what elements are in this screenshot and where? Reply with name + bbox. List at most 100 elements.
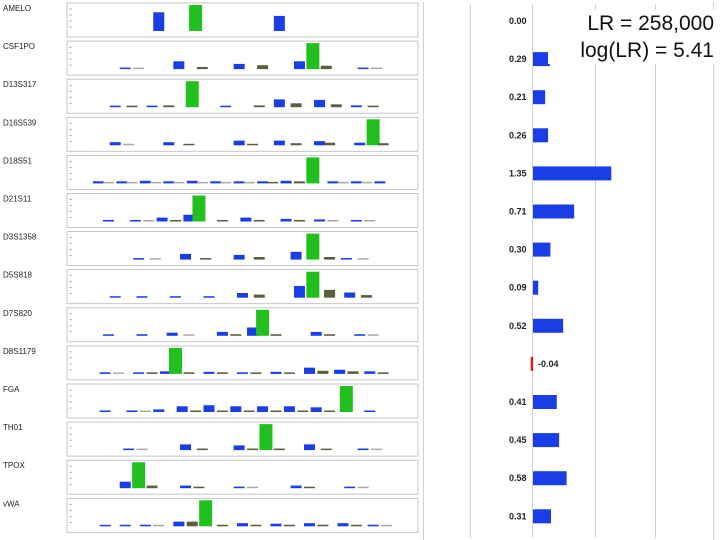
allele-bar-blue <box>273 15 285 31</box>
allele-bar-olive <box>317 370 329 374</box>
log-lr-bar <box>533 242 551 257</box>
allele-bar-gray <box>327 220 339 222</box>
allele-bar-olive <box>270 334 282 336</box>
allele-bar-blue <box>99 524 111 527</box>
allele-bar-gray <box>153 524 165 527</box>
locus-label: D7S820 <box>3 309 32 318</box>
allele-bar-olive <box>230 334 242 336</box>
allele-bar-green <box>199 500 213 527</box>
allele-bar-gray <box>337 181 349 184</box>
allele-bar-olive <box>163 105 175 108</box>
allele-bar-olive <box>360 295 372 298</box>
locus-panel-frame <box>66 269 419 305</box>
allele-bar-blue <box>163 142 175 146</box>
allele-bar-gray <box>139 410 151 412</box>
allele-bar-olive <box>216 410 228 412</box>
allele-bar-gray <box>367 334 379 336</box>
locus-panel-frame <box>66 193 419 228</box>
allele-bar-gray <box>183 334 195 336</box>
allele-bar-blue <box>173 521 185 527</box>
allele-bar-blue <box>233 445 245 451</box>
log-lr-bar <box>530 356 534 371</box>
locus-panel-frame <box>66 345 419 381</box>
allele-bar-blue <box>327 181 339 184</box>
allele-bar-blue <box>237 293 248 298</box>
allele-bar-blue <box>103 334 114 336</box>
lr-value-label: 0.26 <box>509 130 527 140</box>
allele-bar-olive <box>183 143 195 146</box>
log-lr-bar <box>533 90 546 105</box>
locus-panel-frame <box>66 497 419 533</box>
allele-bar-blue <box>203 405 215 412</box>
allele-bar-olive <box>350 524 362 527</box>
allele-bar-blue <box>280 218 292 222</box>
locus-panel-frame <box>66 459 419 495</box>
allele-bar-blue <box>233 486 245 489</box>
allele-bar-green <box>189 5 203 31</box>
allele-bar-blue <box>119 67 131 70</box>
allele-bar-blue <box>304 444 315 451</box>
log-lr-bar <box>533 509 551 524</box>
allele-bar-blue <box>304 523 315 527</box>
lr-value-label: -0.04 <box>538 359 559 369</box>
allele-bar-olive <box>170 219 181 222</box>
lr-value-label: 0.09 <box>509 283 527 293</box>
lr-value-label: 0.00 <box>509 16 527 26</box>
allele-bar-blue <box>304 367 315 374</box>
allele-bar-olive <box>247 143 259 146</box>
locus-label: TPOX <box>3 461 25 470</box>
allele-bar-olive <box>146 485 158 489</box>
locus-panel-frame <box>66 116 419 152</box>
allele-bar-blue <box>280 180 292 184</box>
allele-bar-gray <box>357 486 369 489</box>
allele-bar-gray <box>149 258 161 260</box>
allele-bar-blue <box>146 105 158 108</box>
allele-bar-blue <box>119 524 131 527</box>
allele-bar-blue <box>364 410 376 412</box>
allele-bar-blue <box>186 180 198 184</box>
allele-bar-green <box>192 195 206 222</box>
log-lr-bar <box>533 471 567 486</box>
allele-bar-blue <box>293 286 305 298</box>
allele-bar-blue <box>337 523 349 527</box>
allele-bar-blue <box>237 523 248 527</box>
allele-bar-blue <box>350 219 362 222</box>
allele-bar-blue <box>257 181 269 184</box>
lr-value-label: 0.29 <box>509 54 527 64</box>
allele-bar-blue <box>133 372 145 374</box>
allele-bar-blue <box>176 406 188 412</box>
allele-bar-blue <box>350 181 362 184</box>
log-lr-bar <box>533 204 575 219</box>
lr-value-label: 1.35 <box>509 168 527 178</box>
allele-bar-blue <box>354 334 366 336</box>
allele-bar-blue <box>273 140 285 146</box>
allele-bar-blue <box>119 481 131 489</box>
allele-bar-gray <box>113 372 125 374</box>
allele-bar-olive <box>347 371 359 374</box>
allele-bar-olive <box>126 105 138 108</box>
allele-bar-gray <box>243 181 255 184</box>
allele-bar-blue <box>126 410 138 412</box>
allele-bar-olive <box>290 143 302 146</box>
allele-bar-blue <box>166 332 178 336</box>
allele-bar-blue <box>270 371 282 374</box>
allele-bar-blue <box>203 371 215 374</box>
allele-bar-olive <box>190 410 202 412</box>
allele-bar-blue <box>233 63 245 70</box>
lr-value-label: 0.58 <box>509 473 527 483</box>
allele-bar-blue <box>344 486 356 489</box>
allele-bar-olive <box>250 372 262 374</box>
allele-bar-blue <box>233 254 245 260</box>
allele-bar-green <box>256 309 270 336</box>
allele-bar-olive <box>324 410 336 412</box>
allele-bar-blue <box>216 331 228 336</box>
allele-bar-olive <box>200 258 212 260</box>
allele-bar-blue <box>173 61 185 70</box>
locus-label: D3S1358 <box>3 233 37 242</box>
allele-bar-blue <box>314 99 326 108</box>
allele-bar-olive <box>196 67 208 70</box>
locus-panel-frame <box>66 78 419 114</box>
lr-value-label: 0.21 <box>509 92 527 102</box>
allele-bar-green <box>185 81 199 108</box>
allele-bar-blue <box>99 410 111 412</box>
